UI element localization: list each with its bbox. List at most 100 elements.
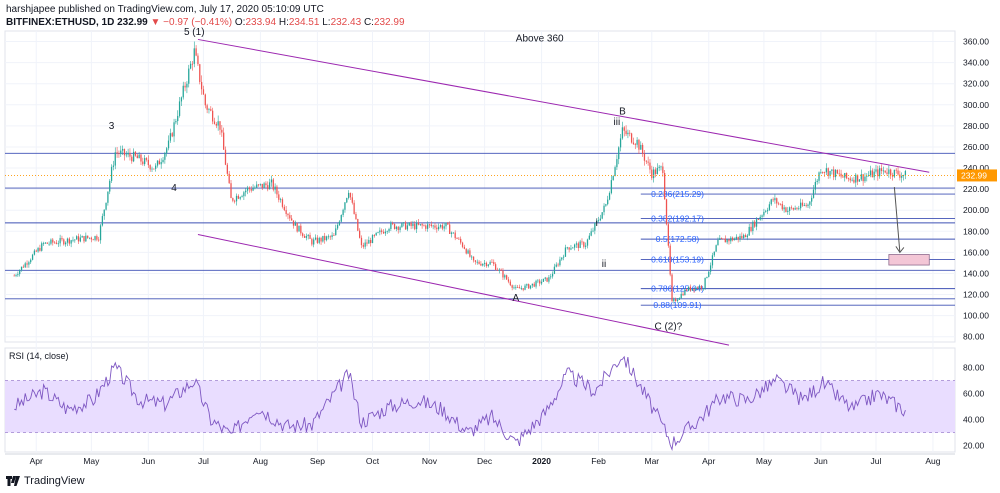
candle-body <box>443 226 445 229</box>
candle-body <box>689 286 692 291</box>
candle-body <box>744 235 747 238</box>
wave-annotation: 3 <box>109 121 115 132</box>
candle-body <box>855 174 857 183</box>
candle-body <box>869 170 872 176</box>
candle-body <box>224 149 227 165</box>
candle-body <box>399 227 401 230</box>
candle-body <box>268 182 271 190</box>
candle-body <box>217 121 219 126</box>
candle-body <box>607 199 609 205</box>
candle-body <box>68 238 70 244</box>
candle-body <box>393 223 396 229</box>
candle-body <box>241 196 243 198</box>
price-tick-label: 280.00 <box>963 121 989 131</box>
candle-body <box>83 236 85 242</box>
candle-body <box>754 221 756 227</box>
candle-body <box>856 174 859 182</box>
candle-body <box>904 171 907 176</box>
candle-body <box>252 188 254 191</box>
candle-body <box>397 226 399 230</box>
candle-body <box>757 219 760 220</box>
candle-body <box>144 158 146 165</box>
candle-body <box>381 230 383 232</box>
candle-body <box>687 286 690 291</box>
candle-body <box>539 280 541 284</box>
candle-body <box>211 110 214 122</box>
candle-body <box>436 227 438 230</box>
candle-body <box>568 247 570 250</box>
candle-body <box>474 260 477 262</box>
candle-body <box>364 242 366 247</box>
candle-body <box>746 235 749 238</box>
tradingview-brand[interactable]: TradingView <box>6 475 85 487</box>
candle-body <box>610 180 613 194</box>
candle-body <box>564 247 567 257</box>
candle-body <box>708 271 710 277</box>
candle-body <box>195 48 197 56</box>
candle-body <box>704 277 706 289</box>
candle-body <box>270 179 273 183</box>
candle-body <box>287 214 289 216</box>
candle-body <box>838 173 840 175</box>
candle-body <box>507 279 510 282</box>
rsi-line <box>14 355 906 452</box>
candle-body <box>204 94 206 106</box>
candle-body <box>509 281 511 286</box>
candle-body <box>702 288 704 290</box>
candle-body <box>801 202 804 206</box>
candle-body <box>294 223 296 226</box>
candle-body <box>844 173 846 178</box>
candle-body <box>121 148 124 151</box>
candle-body <box>717 239 719 246</box>
candle-body <box>570 248 572 250</box>
candle-body <box>276 186 278 195</box>
candle-body <box>432 225 434 227</box>
candle-body <box>125 154 127 156</box>
candle-body <box>109 180 111 192</box>
candle-body <box>697 287 699 289</box>
candle-body <box>660 166 662 168</box>
candle-body <box>765 211 767 213</box>
candle-body <box>733 238 736 241</box>
candle-body <box>864 176 866 182</box>
time-tick-label: Aug <box>253 456 268 466</box>
candle-body <box>858 179 861 182</box>
candle-body <box>414 223 416 230</box>
candle-body <box>375 232 377 236</box>
candle-body <box>526 284 528 286</box>
candle-body <box>289 215 291 219</box>
candle-body <box>798 208 800 210</box>
candle-body <box>199 64 201 82</box>
candle-body <box>807 204 809 206</box>
candle-body <box>178 101 181 116</box>
candle-body <box>790 207 793 209</box>
candle-body <box>186 83 188 88</box>
candle-body <box>529 285 532 289</box>
candle-body <box>732 237 734 241</box>
candle-body <box>847 178 850 180</box>
candle-body <box>682 293 684 296</box>
candle-body <box>776 198 778 204</box>
candle-body <box>285 210 287 215</box>
candle-body <box>709 265 712 272</box>
candle-body <box>342 209 344 216</box>
candle-body <box>700 286 703 289</box>
candle-body <box>419 224 421 225</box>
candle-body <box>221 129 223 133</box>
candle-body <box>653 169 655 179</box>
candle-body <box>496 269 499 271</box>
candle-body <box>673 299 675 301</box>
candle-body <box>447 222 449 225</box>
candle-body <box>228 173 230 184</box>
candle-body <box>618 147 620 160</box>
candle-body <box>76 236 78 240</box>
time-tick-label: Jul <box>198 456 209 466</box>
time-tick-label: Nov <box>422 456 438 466</box>
candle-body <box>72 239 74 241</box>
candle-body <box>63 239 65 245</box>
candle-body <box>517 286 519 288</box>
candle-body <box>491 261 493 263</box>
candle-body <box>28 262 30 265</box>
candle-body <box>169 133 172 141</box>
